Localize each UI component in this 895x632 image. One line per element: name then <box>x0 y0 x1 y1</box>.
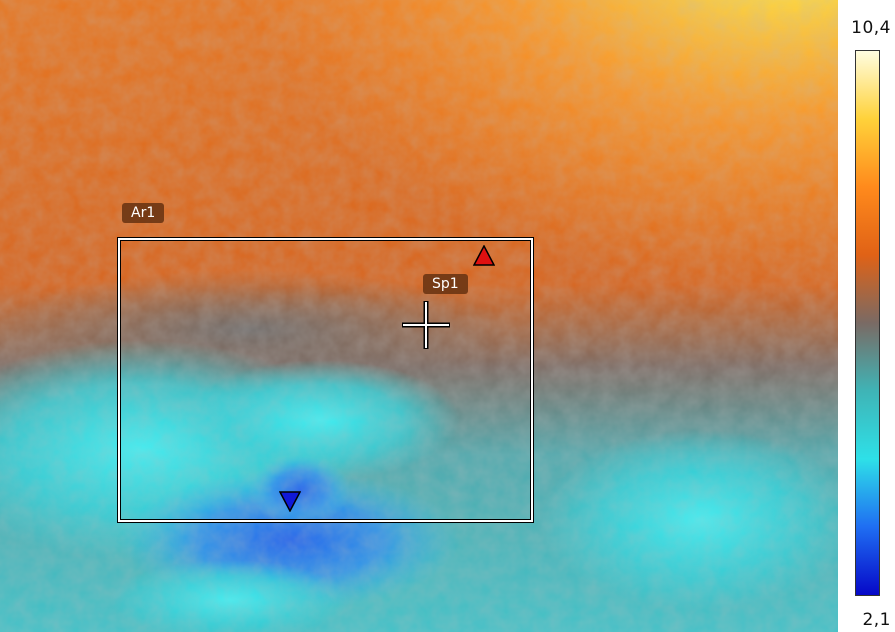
temperature-scale-min: 2,1 <box>862 610 891 630</box>
thermal-image <box>0 0 838 632</box>
spot-sp1-crosshair-icon[interactable] <box>402 301 450 349</box>
max-temperature-triangle-icon <box>473 245 495 266</box>
area-ar1-label[interactable]: Ar1 <box>122 203 165 223</box>
min-temperature-triangle-icon <box>279 491 301 512</box>
temperature-scale-bar <box>855 50 880 596</box>
area-ar1-box[interactable] <box>118 238 533 522</box>
temperature-scale-max: 10,4 <box>851 18 891 38</box>
max-marker-shape <box>473 245 495 266</box>
spot-sp1-label[interactable]: Sp1 <box>423 274 468 294</box>
min-marker-shape <box>279 491 301 512</box>
